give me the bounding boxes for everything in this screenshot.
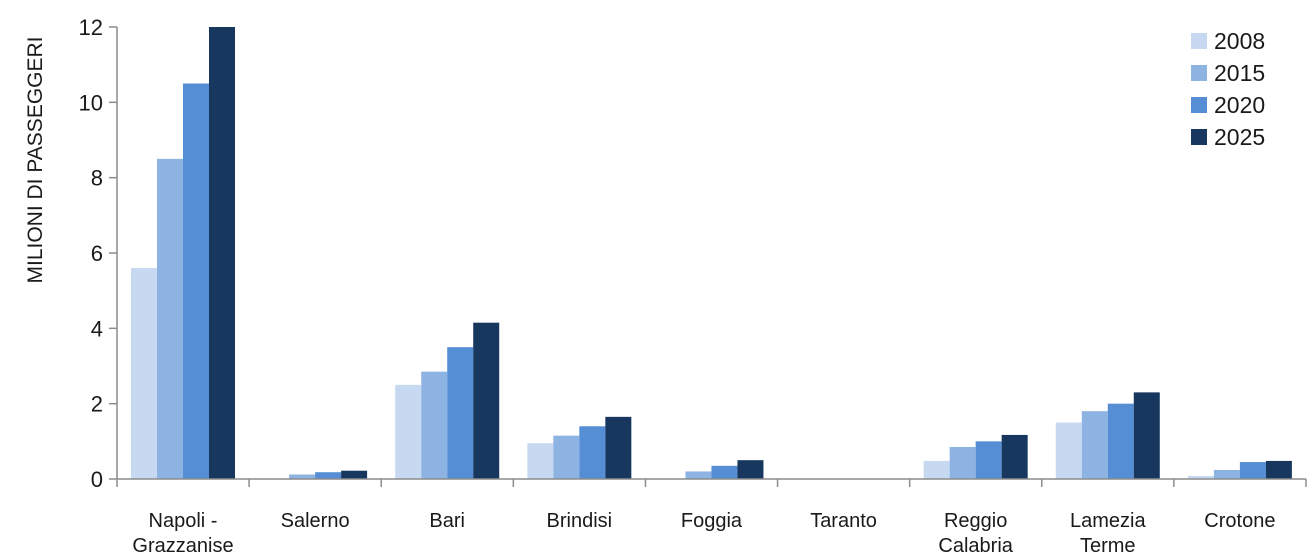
x-tick-label: Foggia: [681, 510, 743, 532]
x-tick-label: Crotone: [1204, 510, 1275, 532]
y-tick-label: 12: [79, 15, 103, 40]
x-tick-label: Taranto: [810, 510, 877, 532]
bar-series-group: [131, 27, 1292, 480]
bar-2025-7: [1133, 392, 1160, 479]
bar-2025-8: [1265, 460, 1292, 479]
bar-2020-0: [183, 83, 209, 479]
bar-2008-2: [395, 384, 422, 479]
y-tick-label: 2: [91, 392, 103, 417]
bar-2025-0: [209, 27, 235, 479]
legend-label-2020: 2020: [1214, 92, 1265, 118]
y-axis-ticks: 0 2 4 6 8 10 12: [79, 15, 117, 492]
bar-2008-8: [1187, 475, 1214, 479]
bar-2025-6: [1001, 434, 1028, 479]
x-tick-label: Lamezia Terme: [1070, 510, 1146, 557]
legend-label-2008: 2008: [1214, 28, 1265, 54]
bar-2008-7: [1055, 422, 1082, 479]
bar-2015-4: [685, 471, 712, 479]
y-tick-label: 4: [91, 316, 103, 341]
axes: [116, 27, 1307, 487]
legend-swatch-2020: [1191, 97, 1207, 113]
y-tick-label: 8: [91, 166, 103, 191]
y-tick-label: 10: [79, 90, 103, 115]
legend-swatch-2008: [1191, 33, 1207, 49]
legend: 2008 2015 2020 2025: [1191, 28, 1265, 150]
bar-2020-2: [447, 347, 474, 479]
y-axis-title: MILIONI DI PASSEGGERI: [24, 37, 47, 284]
x-tick-label: Reggio Calabria: [938, 510, 1013, 557]
y-tick-label: 6: [91, 241, 103, 266]
bar-2015-8: [1213, 469, 1240, 479]
bar-2020-7: [1107, 403, 1134, 479]
bar-2020-3: [579, 426, 606, 479]
bar-2020-4: [711, 465, 738, 479]
bar-2015-2: [421, 371, 448, 479]
legend-label-2015: 2015: [1214, 60, 1265, 86]
bar-2020-8: [1239, 462, 1266, 479]
y-tick-label: 0: [91, 467, 103, 492]
bar-2008-6: [923, 460, 950, 479]
x-tick-label: Napoli -Grazzanise: [132, 510, 233, 557]
bar-2025-1: [341, 470, 368, 479]
bar-2015-1: [289, 474, 316, 479]
bar-2015-0: [157, 158, 183, 480]
x-tick-label: Brindisi: [547, 510, 613, 532]
bar-2015-6: [949, 446, 976, 479]
bar-2008-0: [131, 268, 157, 479]
x-tick-label: Bari: [429, 510, 465, 532]
bar-2008-3: [527, 443, 554, 479]
bar-2020-6: [975, 441, 1002, 479]
bar-2020-1: [315, 472, 342, 479]
legend-swatch-2025: [1191, 129, 1207, 145]
bar-2015-7: [1081, 411, 1108, 479]
bar-2025-2: [473, 322, 500, 479]
x-tick-label: Salerno: [281, 510, 350, 532]
legend-label-2025: 2025: [1214, 124, 1265, 150]
bar-2025-3: [605, 416, 632, 479]
legend-swatch-2015: [1191, 65, 1207, 81]
bar-2015-3: [553, 435, 580, 479]
bar-2025-4: [737, 460, 764, 479]
x-axis-labels: Napoli -Grazzanise Salerno Bari Brindisi Fog…: [132, 510, 1275, 557]
